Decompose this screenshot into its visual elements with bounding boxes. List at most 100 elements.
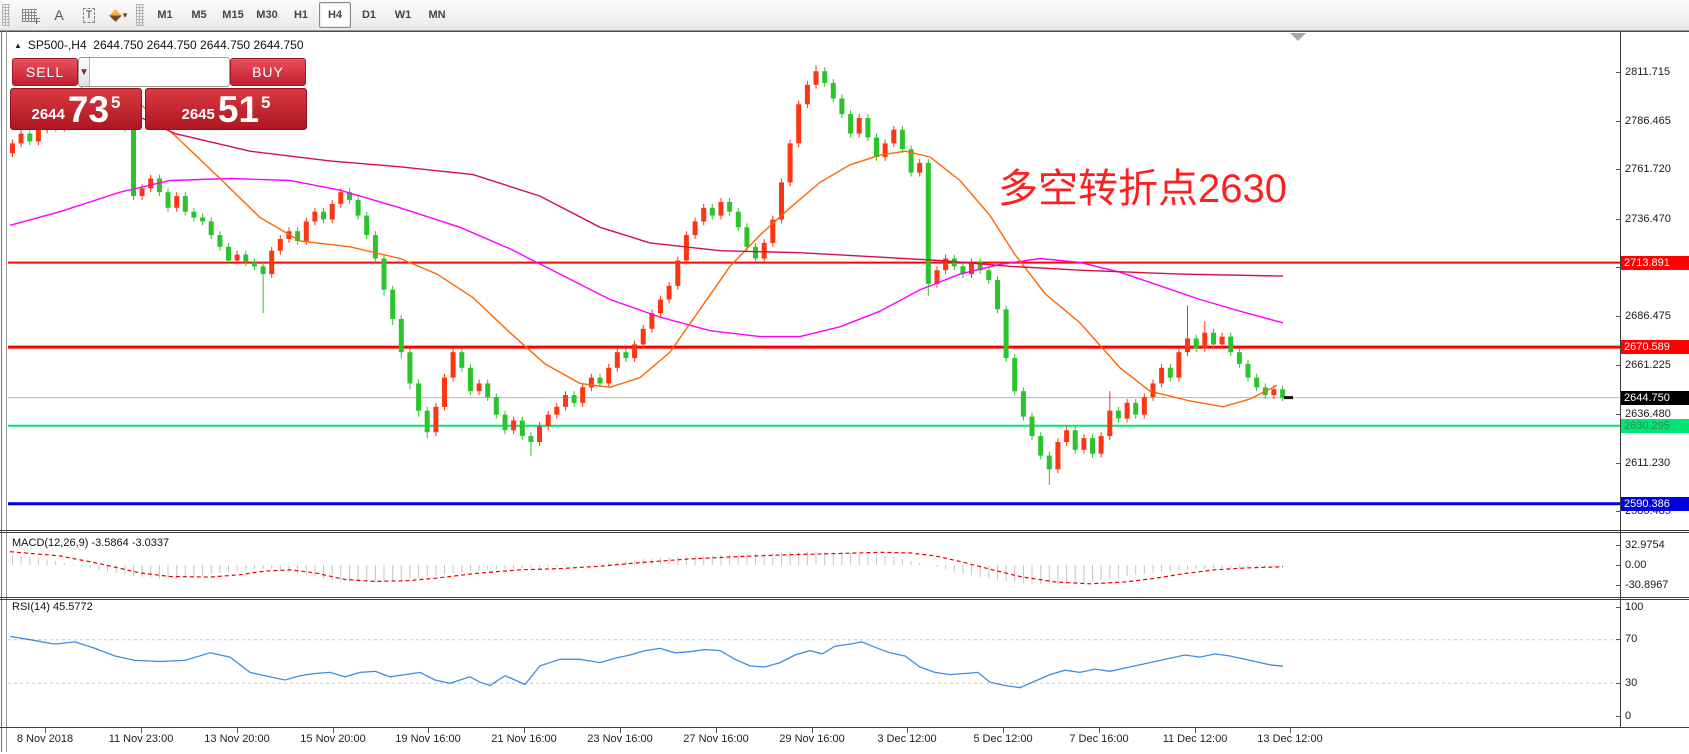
- price-tick-label: 2661.225: [1625, 359, 1671, 372]
- window-left-edge-inner: [6, 31, 7, 752]
- indicator-tick-mark: [1616, 607, 1621, 608]
- buy-price-sup: 5: [261, 93, 271, 112]
- time-tick-label: 7 Dec 16:00: [1069, 733, 1129, 745]
- time-tick-mark: [524, 728, 525, 733]
- sell-price-big: 73: [67, 89, 110, 130]
- text-label-button[interactable]: A: [45, 2, 73, 28]
- sell-price-sup: 5: [111, 93, 121, 112]
- tf-button-d1[interactable]: D1: [361, 9, 377, 21]
- time-tick-mark: [428, 728, 429, 733]
- price-level-label: 2630.295: [1621, 418, 1689, 433]
- volume-stepper: ▼ ▲: [78, 57, 230, 87]
- shapes-button[interactable]: ▾: [105, 2, 133, 28]
- time-tick-mark: [141, 728, 142, 733]
- buy-price-box[interactable]: 2645 51 5: [145, 88, 307, 130]
- price-axis-border: [1620, 32, 1621, 727]
- tf-button-h1[interactable]: H1: [293, 9, 309, 21]
- separator-macd-rsi-2: [0, 599, 1689, 600]
- close-marker: [1284, 396, 1293, 400]
- macd-histogram: [12, 551, 1284, 585]
- separator-rsi-timeaxis: [0, 727, 1689, 728]
- tf-button-w1[interactable]: W1: [394, 9, 412, 21]
- indicator-tick-label: 0: [1625, 710, 1632, 722]
- time-tick-label: 11 Nov 23:00: [108, 733, 174, 745]
- macd-signal-line: [9, 551, 1284, 585]
- chart-top-border: [0, 31, 1689, 32]
- time-tick-label: 13 Nov 20:00: [204, 733, 270, 745]
- tf-button-m1[interactable]: M1: [157, 9, 173, 21]
- panel-collapse-icon[interactable]: [1290, 33, 1306, 41]
- separator-macd-rsi[interactable]: [0, 597, 1689, 598]
- buy-price-prefix: 2645: [181, 106, 215, 123]
- time-tick-mark: [333, 728, 334, 733]
- volume-input[interactable]: [89, 58, 229, 86]
- window-left-edge: [1, 31, 2, 752]
- time-tick-label: 3 Dec 12:00: [877, 733, 937, 745]
- tf-button-h4[interactable]: H4: [319, 2, 351, 28]
- grid-icon: F: [21, 8, 41, 26]
- time-tick-mark: [1003, 728, 1004, 733]
- price-tick-label: 2736.470: [1625, 212, 1671, 225]
- time-tick-label: 13 Dec 12:00: [1257, 733, 1323, 745]
- price-tick-label: 2636.480: [1625, 407, 1671, 420]
- price-tick-mark: [1616, 463, 1621, 464]
- indicator-tick-label: 32.9754: [1625, 539, 1665, 551]
- price-tick-label: 2811.715: [1625, 65, 1671, 78]
- tf-button-m5[interactable]: M5: [191, 9, 207, 21]
- indicator-tick-mark: [1616, 639, 1621, 640]
- indicator-tick-mark: [1616, 683, 1621, 684]
- tf-button-m30[interactable]: M30: [256, 9, 278, 21]
- indicator-tick-label: -30.8967: [1625, 579, 1669, 591]
- rsi-label: RSI(14) 45.5772: [12, 601, 93, 613]
- tf-button-m15[interactable]: M15: [222, 9, 244, 21]
- ma-magenta: [9, 177, 1284, 338]
- price-tick-label: 2786.465: [1625, 115, 1671, 127]
- time-tick-mark: [237, 728, 238, 733]
- price-tick-mark: [1616, 169, 1621, 171]
- indicator-tick-label: 100: [1625, 601, 1644, 613]
- price-tick-label: 2761.720: [1625, 163, 1671, 176]
- tf-button-mn[interactable]: MN: [428, 9, 446, 21]
- time-tick-mark: [1099, 728, 1100, 733]
- price-tick-mark: [1616, 71, 1621, 73]
- down-arrow-icon: ▼: [79, 66, 89, 78]
- buy-price-big: 51: [217, 89, 260, 130]
- indicator-tick-mark: [1616, 585, 1621, 586]
- sell-price-box[interactable]: 2644 73 5: [10, 88, 142, 130]
- indicator-grid-button[interactable]: F: [15, 2, 43, 28]
- indicator-tick-label: 70: [1625, 633, 1638, 645]
- text-box-button[interactable]: T: [75, 2, 103, 28]
- toolbar-grip[interactable]: [2, 4, 10, 26]
- price-tick-mark: [1616, 266, 1621, 268]
- boxed-t-icon: T: [82, 7, 96, 23]
- time-tick-label: 29 Nov 16:00: [779, 733, 845, 745]
- candles-layer: [10, 65, 1286, 485]
- time-tick-mark: [1195, 728, 1196, 733]
- time-tick-mark: [716, 728, 717, 733]
- sell-button-label: SELL: [25, 64, 65, 80]
- buy-button[interactable]: BUY: [230, 58, 306, 86]
- price-tick-label: 2611.230: [1625, 457, 1671, 469]
- ma-orange: [129, 94, 1278, 408]
- volume-down-button[interactable]: ▼: [79, 58, 90, 86]
- time-tick-label: 15 Nov 20:00: [300, 733, 366, 745]
- timeframe-buttons: M1 M5 M15 M30 H1 H4 D1 W1 MN: [148, 2, 454, 28]
- separator-main-macd[interactable]: [0, 530, 1689, 531]
- time-tick-mark: [812, 728, 813, 733]
- price-tick-mark: [1616, 365, 1621, 367]
- time-tick-label: 23 Nov 16:00: [587, 733, 653, 745]
- toolbar: F A T ▾ M1 M5 M15 M30 H1 H4 D1 W1 MN: [0, 0, 1689, 31]
- price-level-label: 2713.891: [1621, 255, 1689, 270]
- toolbar-grip-2[interactable]: [136, 4, 144, 26]
- indicator-tick-mark: [1616, 565, 1621, 566]
- chart-annotation: 多空转折点2630: [998, 167, 1287, 211]
- indicator-tick-label: 30: [1625, 677, 1638, 689]
- price-tick-mark: [1616, 413, 1621, 415]
- symbol-ohlc-text: SP500-,H4 2644.750 2644.750 2644.750 264…: [27, 38, 304, 52]
- time-tick-label: 19 Nov 16:00: [395, 733, 461, 745]
- sell-button[interactable]: SELL: [12, 58, 78, 86]
- separator-main-macd-2: [0, 532, 1689, 533]
- letter-a-icon: A: [54, 7, 64, 23]
